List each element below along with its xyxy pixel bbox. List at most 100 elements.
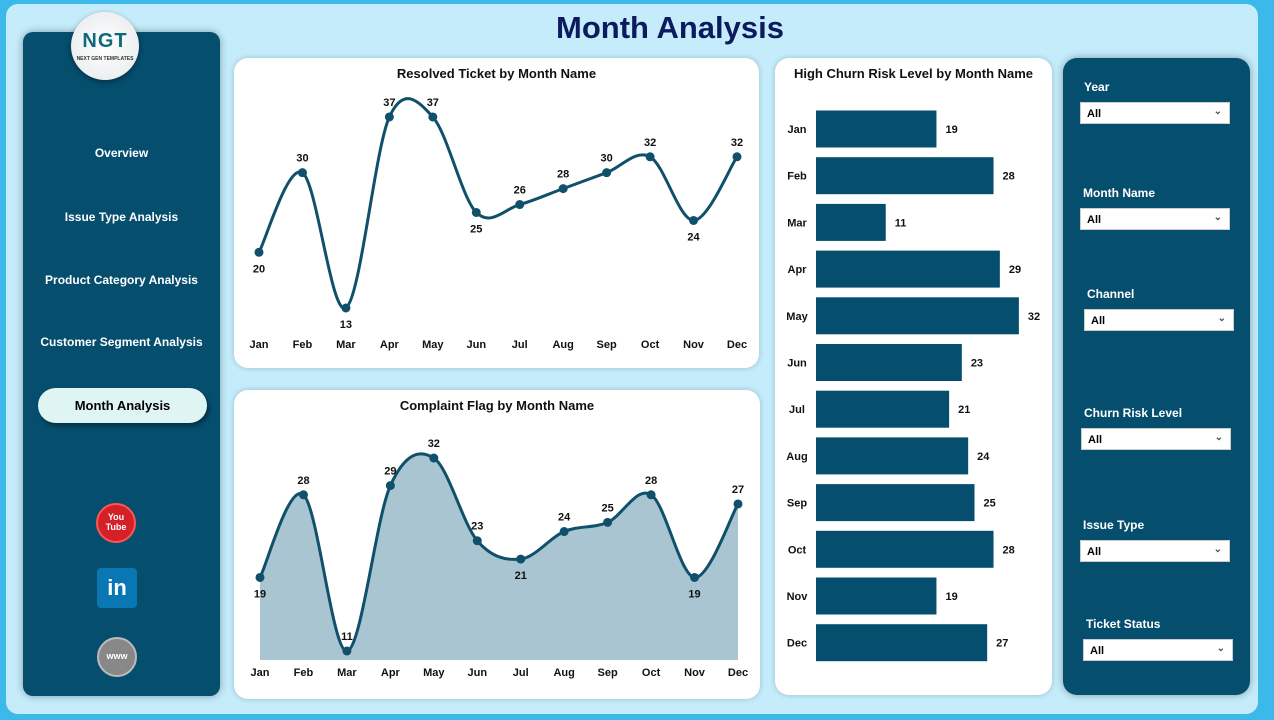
x-tick-label: Jun [467,667,487,679]
data-label: 13 [340,319,352,331]
data-point [341,303,351,313]
x-tick-label: Oct [641,339,660,351]
data-point [646,490,656,500]
filter-value: All [1087,546,1102,558]
x-tick-label: Mar [336,339,356,351]
chevron-down-icon: ⌄ [1213,106,1222,117]
data-point [471,207,481,217]
data-label: 19 [945,591,957,603]
globe-www-icon[interactable]: www [97,637,137,677]
x-tick-label: Jan [251,667,270,679]
data-label: 19 [688,588,700,600]
filter-dropdown[interactable]: All ⌄ [1081,428,1231,450]
data-label: 24 [558,512,571,524]
filter-dropdown[interactable]: All ⌄ [1080,208,1230,230]
y-tick-label: Sep [787,498,807,510]
data-point [428,112,438,122]
y-tick-label: Apr [788,264,808,276]
data-label: 25 [470,223,482,235]
sidebar-item-issue-type[interactable]: Issue Type Analysis [64,210,179,224]
y-tick-label: Dec [787,638,807,650]
filter-dropdown[interactable]: All ⌄ [1083,639,1233,661]
filter-value: All [1091,315,1106,327]
bar [816,344,962,381]
x-tick-label: Apr [381,667,401,679]
data-label: 32 [731,137,743,149]
data-point [645,152,655,162]
logo: NGT NEXT GEN TEMPLATES [71,12,139,80]
data-label: 29 [384,466,396,478]
x-tick-label: Mar [337,667,357,679]
x-tick-label: Oct [642,667,661,679]
data-label: 23 [471,521,483,533]
x-tick-label: Sep [597,339,617,351]
filter-dropdown[interactable]: All ⌄ [1080,540,1230,562]
x-tick-label: Nov [683,339,705,351]
data-label: 23 [971,358,983,370]
y-tick-label: Jul [789,404,805,416]
x-tick-label: Jan [250,339,269,351]
data-point [558,184,568,194]
chart-title: Complaint Flag by Month Name [399,398,595,413]
data-label: 37 [427,97,439,109]
filter-dropdown[interactable]: All ⌄ [1080,102,1230,124]
x-tick-label: Aug [553,667,574,679]
sidebar-item-product-category[interactable]: Product Category Analysis [45,273,198,287]
y-tick-label: Jun [787,358,807,370]
x-tick-label: Dec [728,667,748,679]
x-tick-label: Dec [727,339,747,351]
filter-value: All [1087,214,1102,226]
y-tick-label: Jan [788,124,807,136]
data-point [559,527,569,537]
data-point [603,517,613,527]
logo-subtext: NEXT GEN TEMPLATES [76,56,134,62]
data-label: 24 [687,231,700,243]
data-label: 32 [428,438,440,450]
data-label: 21 [515,570,527,582]
sidebar-item-month-analysis[interactable]: Month Analysis [38,388,207,423]
data-point [689,215,699,225]
filter-label: Channel [1087,287,1135,301]
data-point [690,572,700,582]
bar [816,157,994,195]
chevron-down-icon: ⌄ [1214,432,1223,443]
y-tick-label: Oct [788,544,807,556]
www-label: www [106,651,128,662]
data-label: 28 [645,475,657,487]
bar [816,530,994,568]
chart-title: Resolved Ticket by Month Name [396,66,597,81]
data-point [515,200,525,210]
series-line [257,97,739,310]
filter-value: All [1088,434,1103,446]
linkedin-label: in [107,574,127,600]
y-tick-label: Aug [786,451,807,463]
x-tick-label: Jul [513,667,529,679]
data-point [342,646,352,656]
filter-value: All [1087,108,1102,120]
data-label: 27 [996,638,1008,650]
linkedin-icon[interactable]: in [97,568,137,608]
youtube-icon[interactable]: You Tube [96,503,136,543]
bar [816,577,937,615]
data-label: 37 [383,97,395,109]
data-label: 28 [1003,171,1015,183]
bar [816,437,969,475]
filter-dropdown[interactable]: All ⌄ [1084,309,1234,331]
data-label: 11 [895,217,907,229]
data-point [602,168,612,178]
x-tick-label: Apr [380,339,400,351]
data-label: 30 [296,153,308,165]
bar [816,484,975,522]
logo-text: NGT [82,30,128,52]
chevron-down-icon: ⌄ [1213,544,1222,555]
data-label: 11 [341,631,353,643]
chevron-down-icon: ⌄ [1213,212,1222,223]
data-label: 25 [602,502,614,514]
x-tick-label: Feb [293,339,313,351]
sidebar-item-overview[interactable]: Overview [94,146,149,160]
bar [816,203,886,241]
filter-label: Issue Type [1083,518,1145,532]
filter-label: Churn Risk Level [1084,406,1183,420]
sidebar-item-customer-segment[interactable]: Customer Segment Analysis [40,335,203,349]
